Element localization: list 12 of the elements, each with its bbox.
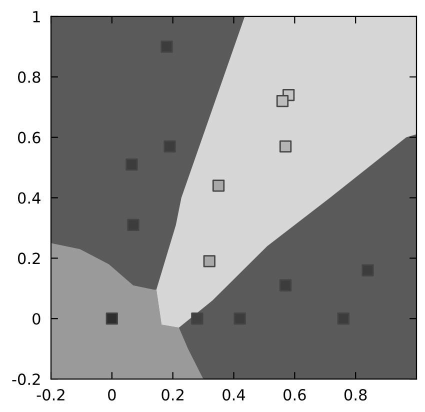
y-tick-label: -0.2 xyxy=(12,374,40,386)
x-tick-label: 0.2 xyxy=(162,389,184,401)
y-tick-label: 0.4 xyxy=(18,192,40,204)
y-tick-label: 0.6 xyxy=(18,132,40,144)
y-tick-label: 0.8 xyxy=(18,71,40,83)
x-tick-label: 0.4 xyxy=(222,389,246,401)
x-tick-label: 0 xyxy=(108,389,116,401)
y-tick-label: 0.2 xyxy=(18,252,40,264)
y-tick-label: 0 xyxy=(32,313,40,325)
x-tick-label: 0.8 xyxy=(344,389,367,401)
y-tick-label: 1 xyxy=(33,11,40,22)
x-tick-label: 0.6 xyxy=(284,389,306,401)
